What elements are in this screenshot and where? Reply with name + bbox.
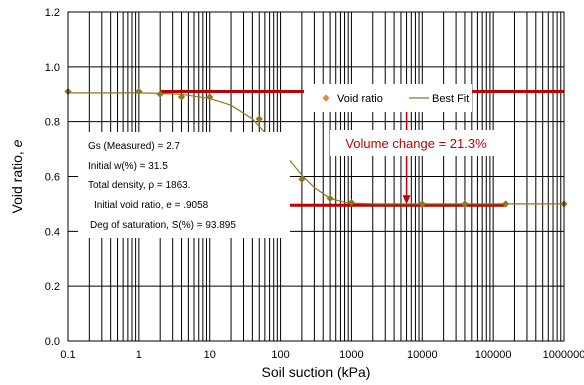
y-tick-label: 0.0	[45, 336, 60, 348]
x-tick-label: 1000	[339, 349, 363, 361]
y-tick-label: 1.0	[45, 62, 60, 74]
soil-property-line: Gs (Measured) = 2.7	[88, 141, 180, 152]
y-axis-label-symbol: e	[9, 139, 25, 147]
data-point	[177, 93, 186, 101]
x-tick-label: 10000	[407, 349, 438, 361]
volume-change-arrow-head-down	[402, 195, 411, 205]
soil-property-line: Total density, ρ = 1863.	[88, 180, 191, 191]
volume-change-label-box	[330, 130, 502, 156]
y-axis-label: Void ratio, e	[9, 139, 25, 213]
y-tick-label: 0.2	[45, 281, 60, 293]
x-tick-label: 1000000	[543, 349, 584, 361]
tick-labels: 0.1 1 10 100 1000 10000 100000 1000000 0.0 0.2 0.4…	[45, 7, 584, 361]
soil-properties-box	[78, 132, 290, 238]
x-axis-label: Soil suction (kPa)	[262, 364, 371, 380]
x-tick-label: 0.1	[60, 349, 75, 361]
x-tick-label: 1	[136, 349, 142, 361]
soil-property-line: Initial w(%) = 31.5	[88, 161, 168, 172]
y-tick-label: 0.6	[45, 172, 60, 184]
data-point	[502, 200, 510, 208]
y-tick-label: 0.8	[45, 117, 60, 129]
data-point	[298, 175, 306, 183]
soil-property-line: Initial void ratio, e = .9058	[94, 200, 209, 211]
plot-area-frame	[67, 11, 565, 342]
data-point	[326, 194, 334, 203]
y-tick-label: 0.4	[45, 226, 60, 238]
data-point	[156, 90, 164, 98]
x-tick-label: 100000	[475, 349, 512, 361]
legend-label-best-fit: Best Fit	[432, 93, 469, 105]
soil-property-line: Deg of saturation, S(%) = 93.895	[90, 220, 236, 231]
text-box-layer: Void ratio Best Fit Volume change = 21.3% G…	[78, 84, 502, 238]
data-point	[461, 200, 469, 208]
legend-box	[304, 84, 472, 112]
legend-marker-void-ratio	[322, 94, 330, 102]
y-tick-label: 1.2	[45, 7, 60, 19]
data-point	[418, 200, 426, 208]
volume-change-label: Volume change = 21.3%	[345, 136, 487, 151]
legend-label-void-ratio: Void ratio	[337, 93, 383, 105]
y-axis-label-main: Void ratio,	[9, 147, 25, 213]
data-point	[206, 93, 214, 101]
data-point	[255, 115, 263, 123]
x-tick-label: 10	[204, 349, 216, 361]
data-point	[347, 198, 356, 207]
data-point	[135, 87, 143, 96]
x-tick-label: 100	[271, 349, 289, 361]
